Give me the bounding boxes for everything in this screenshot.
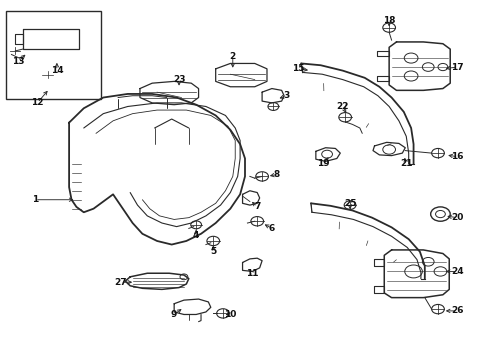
Text: 6: 6 xyxy=(269,224,275,233)
Text: 5: 5 xyxy=(210,247,217,256)
Text: 15: 15 xyxy=(293,64,305,73)
Text: 4: 4 xyxy=(193,231,199,240)
Text: 11: 11 xyxy=(246,269,259,278)
Text: 3: 3 xyxy=(283,91,290,100)
Text: 22: 22 xyxy=(337,102,349,111)
Text: 23: 23 xyxy=(173,75,185,84)
Text: 19: 19 xyxy=(317,159,329,168)
Text: 17: 17 xyxy=(451,63,464,72)
Text: 9: 9 xyxy=(171,310,177,319)
Text: 2: 2 xyxy=(230,52,236,61)
Text: 14: 14 xyxy=(50,66,63,75)
Text: 10: 10 xyxy=(224,310,237,319)
Text: 1: 1 xyxy=(32,195,38,204)
Text: 20: 20 xyxy=(451,213,464,222)
Text: 8: 8 xyxy=(273,170,280,179)
FancyBboxPatch shape xyxy=(5,12,101,99)
Text: 27: 27 xyxy=(114,278,127,287)
Text: 12: 12 xyxy=(31,98,44,107)
Text: 16: 16 xyxy=(451,152,464,161)
Text: 26: 26 xyxy=(451,306,464,315)
Bar xyxy=(42,71,53,78)
Text: 21: 21 xyxy=(400,159,413,168)
Text: 24: 24 xyxy=(451,267,464,276)
Text: 7: 7 xyxy=(254,202,260,211)
Text: 25: 25 xyxy=(344,199,356,208)
Text: 13: 13 xyxy=(12,57,24,66)
Text: 18: 18 xyxy=(383,16,395,25)
